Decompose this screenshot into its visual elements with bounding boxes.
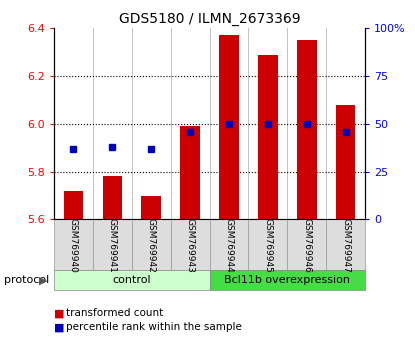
Bar (54, 270, 210, 290)
Text: GSM769944: GSM769944 (225, 218, 234, 272)
Text: ■: ■ (54, 308, 64, 318)
Bar (249, 219, 287, 270)
Text: percentile rank within the sample: percentile rank within the sample (66, 322, 242, 332)
Bar (219, 35, 239, 219)
Bar (132, 219, 171, 270)
Text: GSM769946: GSM769946 (303, 217, 311, 273)
Bar (336, 105, 356, 219)
Bar (258, 55, 278, 219)
Title: GDS5180 / ILMN_2673369: GDS5180 / ILMN_2673369 (119, 12, 300, 26)
Bar (93, 219, 132, 270)
Bar (287, 219, 326, 270)
Bar (326, 219, 365, 270)
Bar (181, 126, 200, 219)
Text: transformed count: transformed count (66, 308, 164, 318)
Bar (54, 219, 93, 270)
Bar (63, 191, 83, 219)
Text: GSM769942: GSM769942 (147, 218, 156, 272)
Bar (103, 176, 122, 219)
Bar (210, 219, 249, 270)
Text: GSM769945: GSM769945 (264, 217, 272, 273)
Text: Bcl11b overexpression: Bcl11b overexpression (225, 275, 350, 285)
Text: ▶: ▶ (39, 275, 48, 285)
Bar (210, 270, 365, 290)
Text: GSM769941: GSM769941 (108, 217, 117, 273)
Text: GSM769943: GSM769943 (186, 217, 195, 273)
Text: control: control (112, 275, 151, 285)
Bar (297, 40, 317, 219)
Text: ■: ■ (54, 322, 64, 332)
Bar (142, 195, 161, 219)
Bar (171, 219, 210, 270)
Text: GSM769947: GSM769947 (341, 217, 350, 273)
Text: GSM769940: GSM769940 (69, 217, 78, 273)
Text: protocol: protocol (4, 275, 49, 285)
